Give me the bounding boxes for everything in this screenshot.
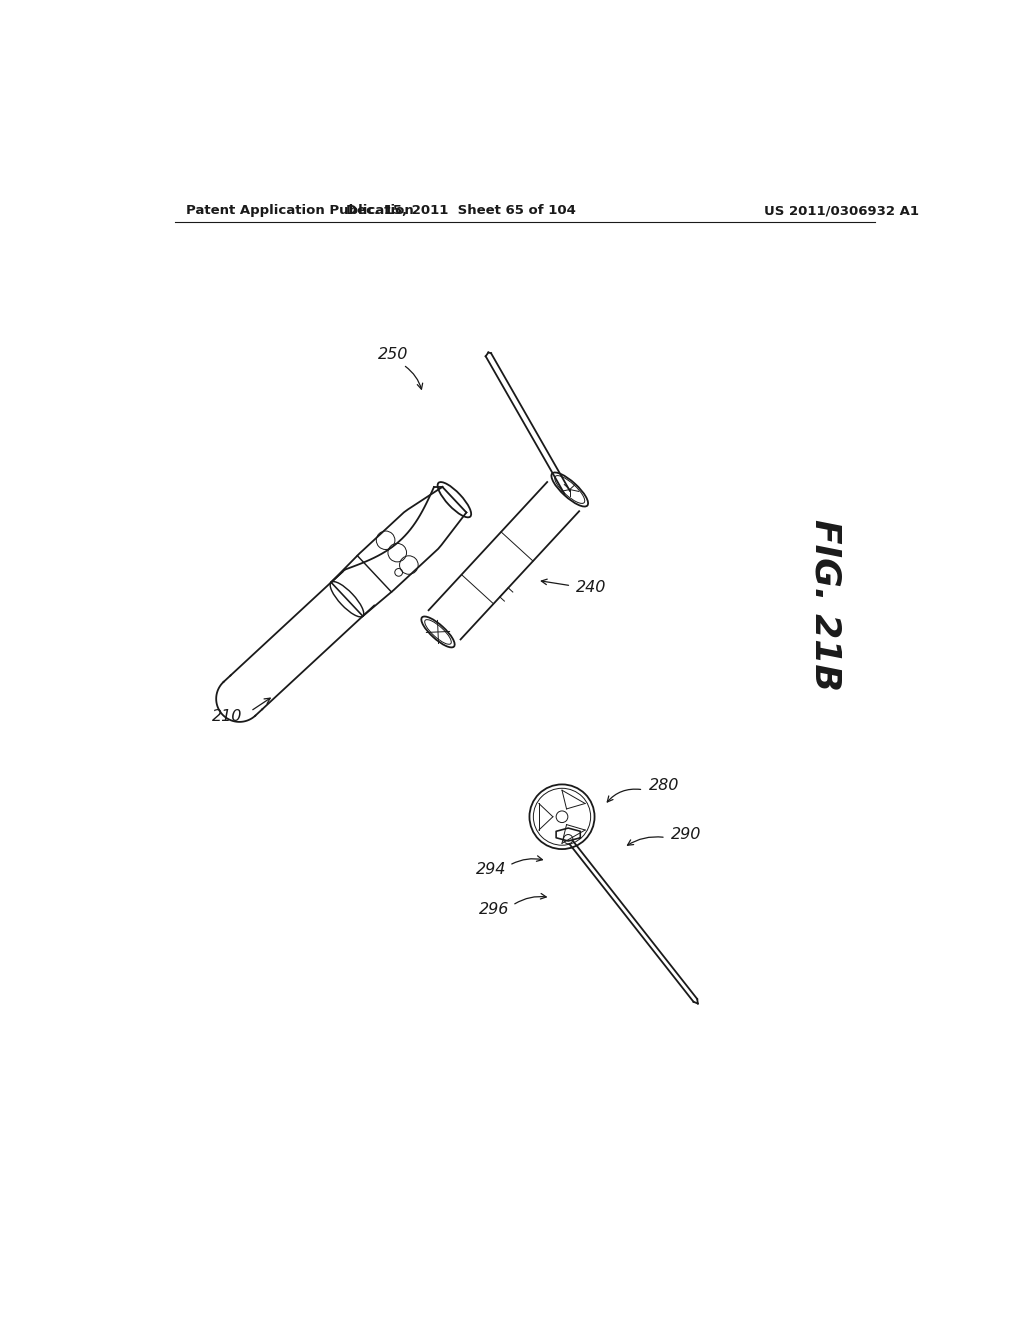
Text: 290: 290 <box>671 826 700 842</box>
Text: 294: 294 <box>476 862 506 876</box>
Text: 296: 296 <box>479 902 509 916</box>
Text: Dec. 15, 2011  Sheet 65 of 104: Dec. 15, 2011 Sheet 65 of 104 <box>346 205 577 218</box>
Text: 240: 240 <box>575 579 606 595</box>
Text: Patent Application Publication: Patent Application Publication <box>186 205 414 218</box>
Text: 210: 210 <box>212 709 243 725</box>
Text: 250: 250 <box>378 347 409 362</box>
Text: 280: 280 <box>649 779 679 793</box>
Text: FIG. 21B: FIG. 21B <box>809 519 843 690</box>
Text: US 2011/0306932 A1: US 2011/0306932 A1 <box>764 205 919 218</box>
